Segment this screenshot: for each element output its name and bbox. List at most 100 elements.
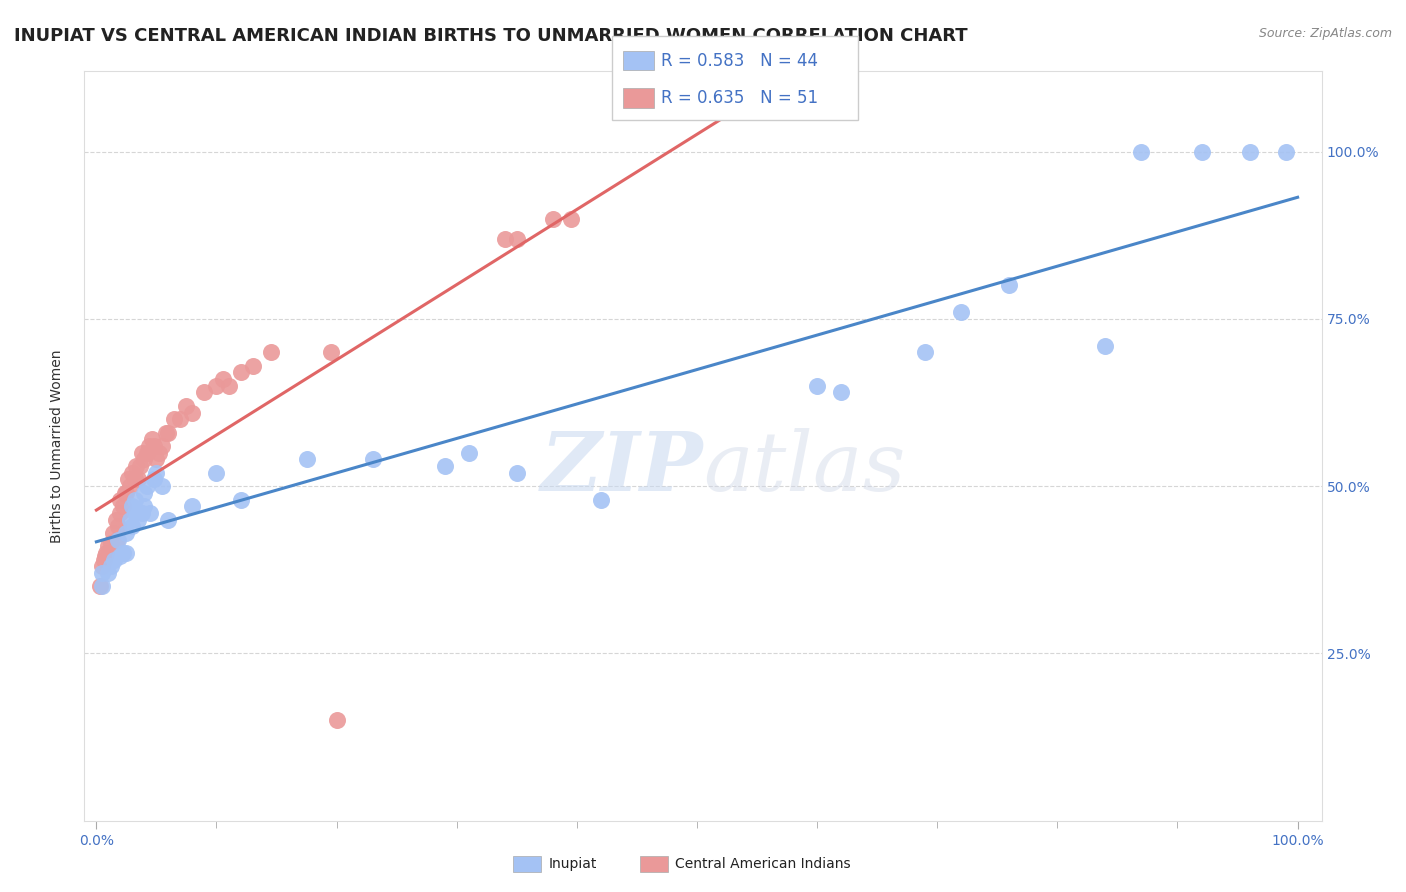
Point bbox=[91, 559, 114, 574]
Point bbox=[110, 549, 132, 564]
Point bbox=[259, 345, 281, 359]
Point bbox=[121, 519, 143, 533]
Point bbox=[118, 513, 141, 527]
Point bbox=[242, 359, 264, 373]
Text: Central American Indians: Central American Indians bbox=[675, 857, 851, 871]
Point bbox=[115, 486, 138, 500]
Point bbox=[97, 539, 120, 553]
Point bbox=[124, 492, 146, 507]
Point bbox=[139, 506, 162, 520]
Point bbox=[541, 211, 564, 226]
Point bbox=[135, 479, 157, 493]
Point bbox=[117, 473, 139, 487]
Point bbox=[138, 439, 160, 453]
Point bbox=[914, 345, 936, 359]
Point bbox=[205, 466, 228, 480]
Point bbox=[131, 446, 153, 460]
Point bbox=[105, 533, 128, 547]
Point bbox=[127, 513, 149, 527]
Point bbox=[152, 479, 174, 493]
Point bbox=[134, 486, 156, 500]
Point bbox=[589, 492, 612, 507]
Point bbox=[91, 580, 114, 594]
Point bbox=[91, 566, 114, 581]
Point bbox=[229, 492, 252, 507]
Point bbox=[115, 526, 138, 541]
Point bbox=[560, 211, 582, 226]
Point bbox=[361, 452, 384, 467]
Point bbox=[457, 446, 479, 460]
Point bbox=[193, 385, 215, 400]
Point bbox=[506, 466, 529, 480]
Point bbox=[1274, 145, 1296, 159]
Point bbox=[114, 486, 136, 500]
Text: R = 0.583   N = 44: R = 0.583 N = 44 bbox=[661, 52, 818, 70]
Point bbox=[295, 452, 318, 467]
Point bbox=[433, 459, 456, 474]
Point bbox=[152, 439, 174, 453]
Point bbox=[93, 553, 115, 567]
Point bbox=[124, 506, 146, 520]
Point bbox=[506, 232, 529, 246]
Point bbox=[950, 305, 973, 319]
Point bbox=[830, 385, 852, 400]
Point bbox=[125, 459, 148, 474]
Point bbox=[145, 466, 167, 480]
Point bbox=[143, 439, 166, 453]
Point bbox=[229, 366, 252, 380]
Point bbox=[1191, 145, 1213, 159]
Point bbox=[157, 425, 180, 440]
Point bbox=[135, 446, 157, 460]
Point bbox=[94, 546, 117, 560]
Point bbox=[89, 580, 111, 594]
Point bbox=[169, 412, 191, 426]
Point bbox=[127, 473, 149, 487]
Point bbox=[145, 452, 167, 467]
Point bbox=[131, 506, 153, 520]
Point bbox=[121, 466, 143, 480]
Text: ZIP: ZIP bbox=[540, 428, 703, 508]
Point bbox=[319, 345, 342, 359]
Point bbox=[148, 446, 170, 460]
Text: R = 0.635   N = 51: R = 0.635 N = 51 bbox=[661, 89, 818, 107]
Point bbox=[494, 232, 516, 246]
Point bbox=[325, 714, 347, 728]
Point bbox=[100, 536, 122, 550]
Point bbox=[115, 546, 138, 560]
Point bbox=[110, 492, 132, 507]
Text: Source: ZipAtlas.com: Source: ZipAtlas.com bbox=[1258, 27, 1392, 40]
Point bbox=[181, 406, 204, 420]
Point bbox=[163, 412, 186, 426]
Point bbox=[124, 473, 146, 487]
Point bbox=[121, 500, 143, 514]
Text: Inupiat: Inupiat bbox=[548, 857, 596, 871]
Point bbox=[128, 459, 150, 474]
Text: INUPIAT VS CENTRAL AMERICAN INDIAN BIRTHS TO UNMARRIED WOMEN CORRELATION CHART: INUPIAT VS CENTRAL AMERICAN INDIAN BIRTH… bbox=[14, 27, 967, 45]
Point bbox=[103, 553, 125, 567]
Point bbox=[97, 566, 120, 581]
Point bbox=[103, 526, 125, 541]
Point bbox=[1130, 145, 1153, 159]
Point bbox=[205, 379, 228, 393]
Y-axis label: Births to Unmarried Women: Births to Unmarried Women bbox=[49, 350, 63, 542]
Point bbox=[806, 379, 828, 393]
Point bbox=[998, 278, 1021, 293]
Point bbox=[218, 379, 240, 393]
Point bbox=[134, 452, 156, 467]
Point bbox=[134, 500, 156, 514]
Point bbox=[1239, 145, 1261, 159]
Point bbox=[94, 549, 117, 564]
Point bbox=[111, 500, 134, 514]
Point bbox=[100, 559, 122, 574]
Point bbox=[107, 519, 129, 533]
Point bbox=[118, 479, 141, 493]
Point bbox=[1094, 339, 1116, 353]
Point bbox=[111, 546, 134, 560]
Point bbox=[181, 500, 204, 514]
Point bbox=[143, 473, 166, 487]
Point bbox=[104, 513, 127, 527]
Point bbox=[110, 506, 132, 520]
Point bbox=[211, 372, 233, 386]
Point bbox=[107, 533, 129, 547]
Point bbox=[157, 513, 180, 527]
